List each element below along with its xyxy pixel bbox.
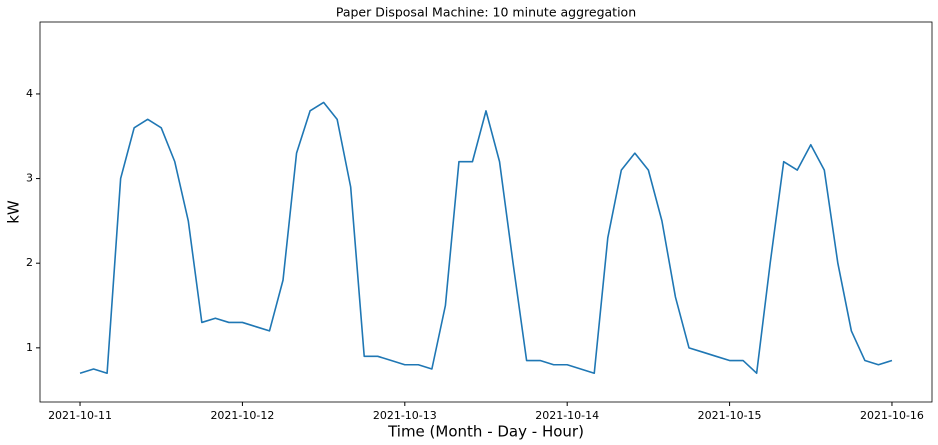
y-tick-label: 4 <box>26 87 33 100</box>
chart-title: Paper Disposal Machine: 10 minute aggreg… <box>336 5 636 20</box>
y-tick-label: 2 <box>26 256 33 269</box>
x-tick-label: 2021-10-13 <box>373 409 437 422</box>
x-tick-label: 2021-10-11 <box>48 409 112 422</box>
y-tick-label: 1 <box>26 341 33 354</box>
x-tick-label: 2021-10-15 <box>698 409 762 422</box>
x-tick-label: 2021-10-12 <box>210 409 274 422</box>
y-tick-label: 3 <box>26 172 33 185</box>
y-axis-label: kW <box>5 200 23 224</box>
data-line <box>79 101 893 375</box>
x-tick-label: 2021-10-14 <box>535 409 599 422</box>
x-axis-label: Time (Month - Day - Hour) <box>387 423 584 441</box>
x-tick-label: 2021-10-16 <box>860 409 924 422</box>
plot-frame <box>39 21 933 403</box>
